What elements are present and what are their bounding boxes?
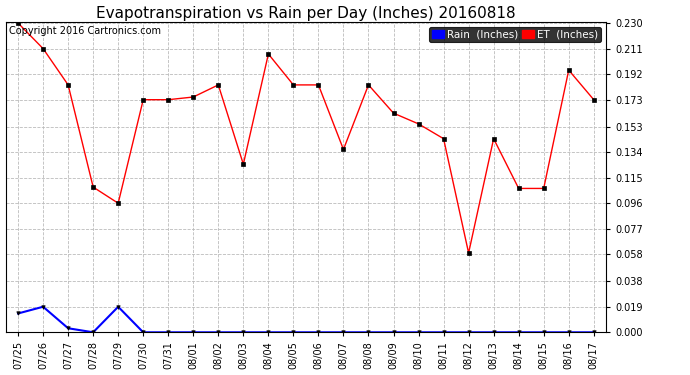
Legend: Rain  (Inches), ET  (Inches): Rain (Inches), ET (Inches) bbox=[429, 27, 601, 42]
Text: Copyright 2016 Cartronics.com: Copyright 2016 Cartronics.com bbox=[8, 26, 161, 36]
Title: Evapotranspiration vs Rain per Day (Inches) 20160818: Evapotranspiration vs Rain per Day (Inch… bbox=[96, 6, 515, 21]
